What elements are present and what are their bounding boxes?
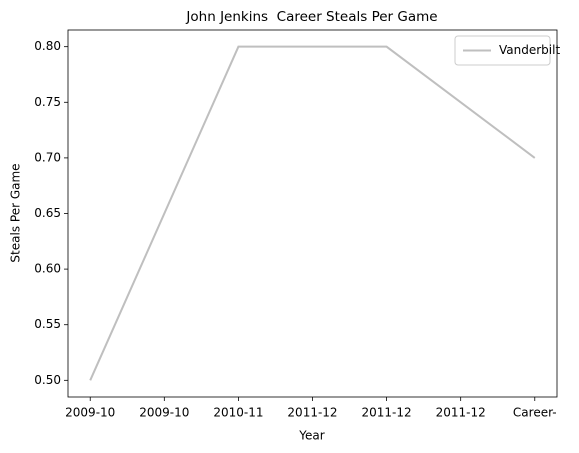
y-tick-label: 0.80 bbox=[34, 39, 61, 53]
x-axis-label: Year bbox=[298, 429, 324, 443]
y-tick-label: 0.70 bbox=[34, 150, 61, 164]
y-tick-label: 0.55 bbox=[34, 317, 61, 331]
y-tick-label: 0.50 bbox=[34, 373, 61, 387]
y-tick-label: 0.60 bbox=[34, 262, 61, 276]
y-tick-label: 0.65 bbox=[34, 206, 61, 220]
legend-label: Vanderbilt bbox=[499, 43, 560, 57]
y-axis-label: Steals Per Game bbox=[9, 163, 23, 262]
x-tick-label: 2009-10 bbox=[65, 406, 115, 420]
data-line bbox=[89, 45, 536, 381]
x-tick-label: 2011-12 bbox=[362, 406, 412, 420]
x-tick-label: 2010-11 bbox=[213, 406, 263, 420]
plot-frame bbox=[67, 29, 558, 398]
x-tick-label: Career- bbox=[513, 406, 557, 420]
chart-title: John Jenkins Career Steals Per Game bbox=[185, 9, 437, 25]
y-tick-label: 0.75 bbox=[34, 95, 61, 109]
legend-box bbox=[454, 35, 551, 66]
x-tick-label: 2009-10 bbox=[139, 406, 189, 420]
x-tick-label: 2011-12 bbox=[436, 406, 486, 420]
x-tick-label: 2011-12 bbox=[287, 406, 337, 420]
